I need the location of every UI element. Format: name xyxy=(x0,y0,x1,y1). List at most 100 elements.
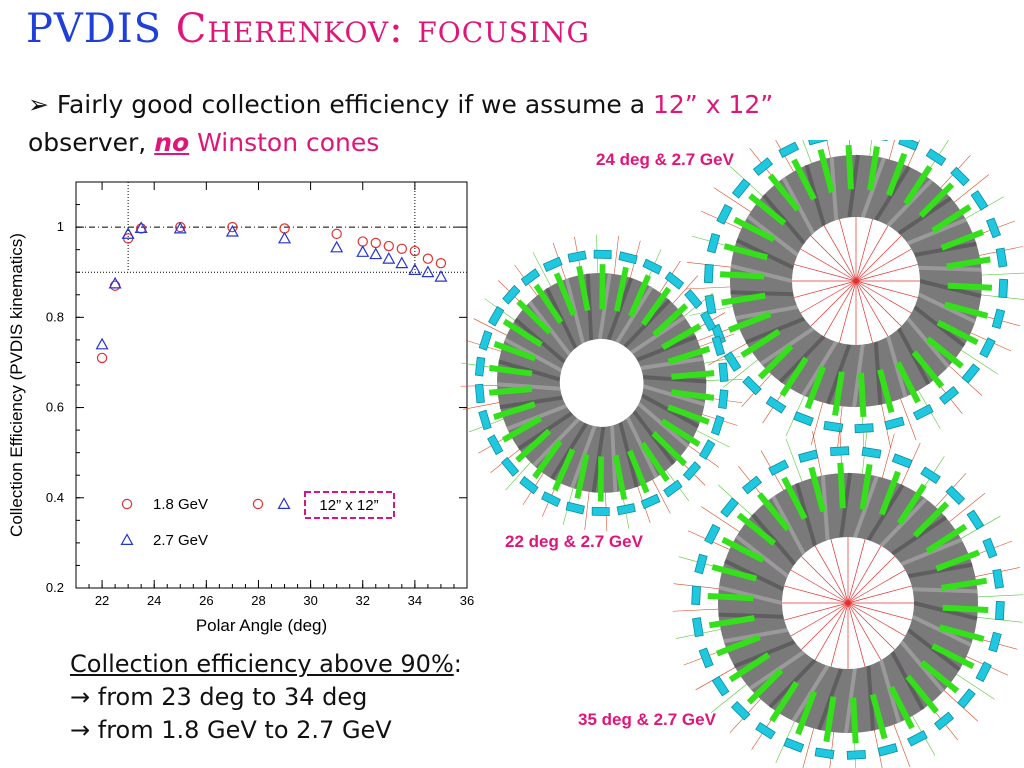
pmt xyxy=(854,423,874,434)
label-35deg: 35 deg & 2.7 GeV xyxy=(578,710,716,729)
track-line xyxy=(868,140,872,163)
legend-note-box xyxy=(304,491,395,519)
light-cone xyxy=(769,680,800,723)
radial-track xyxy=(839,280,857,343)
legend-marker-1 xyxy=(121,498,133,510)
pmt xyxy=(783,737,805,753)
radial-track xyxy=(855,280,918,298)
bullet-no: no xyxy=(154,128,190,157)
x-tick-label: 34 xyxy=(408,593,422,608)
pmt xyxy=(616,503,636,516)
pmt xyxy=(591,506,610,517)
light-cone xyxy=(885,152,908,197)
pmt xyxy=(723,351,742,372)
point-0 xyxy=(331,228,342,240)
radial-track xyxy=(847,539,866,604)
light-cone xyxy=(823,696,837,743)
radial-track xyxy=(830,602,849,667)
radial-track xyxy=(790,569,849,604)
point-1 xyxy=(382,251,396,264)
pmt xyxy=(542,256,563,272)
radial-track xyxy=(823,225,857,282)
track-line xyxy=(691,427,730,448)
track-line xyxy=(880,433,895,484)
radial-track xyxy=(800,280,857,314)
pmt xyxy=(979,337,996,358)
light-cone xyxy=(599,264,606,310)
light-cone xyxy=(911,350,945,389)
y-tick-label: 0.2 xyxy=(46,580,64,595)
legend-marker-2 xyxy=(120,533,134,545)
radial-track xyxy=(839,219,857,282)
light-cone xyxy=(613,266,629,312)
light-cone xyxy=(516,299,552,335)
point-1 xyxy=(278,231,292,244)
light-cone xyxy=(502,318,543,348)
pmt xyxy=(846,749,866,760)
pmt xyxy=(823,420,844,433)
slide-title: PVDIS Cherenkov: focusing xyxy=(26,6,590,52)
x-tick-label: 26 xyxy=(199,593,213,608)
light-cone xyxy=(553,272,577,317)
bullet-text-1: Fairly good collection efficiency if we … xyxy=(56,90,646,119)
radial-track xyxy=(855,219,873,282)
track-line xyxy=(473,318,512,338)
light-cone xyxy=(867,146,880,191)
x-tick-label: 36 xyxy=(460,593,474,608)
pmt xyxy=(520,268,541,287)
light-cone xyxy=(925,523,968,554)
pmt xyxy=(519,476,539,495)
bullet-text-2: observer, xyxy=(28,128,147,157)
pmt xyxy=(830,446,850,457)
light-cone xyxy=(940,229,985,251)
x-axis-label: Polar Angle (deg) xyxy=(196,616,327,635)
light-cone xyxy=(903,165,933,206)
y-tick-label: 0.4 xyxy=(46,490,64,505)
radial-track xyxy=(855,280,912,314)
light-cone xyxy=(791,158,817,201)
track-line xyxy=(649,474,671,514)
point-1 xyxy=(369,247,383,260)
ring-views xyxy=(460,140,1024,768)
track-line xyxy=(505,458,535,491)
light-cone xyxy=(942,604,989,614)
pmt xyxy=(768,459,790,476)
pmt xyxy=(718,362,729,382)
light-cone xyxy=(877,368,895,414)
light-cone xyxy=(947,282,993,291)
title-pvdis: PVDIS xyxy=(26,6,163,52)
pmt xyxy=(711,675,730,697)
point-1 xyxy=(173,221,187,234)
track-line xyxy=(701,506,745,536)
point-0 xyxy=(409,245,421,257)
pmt xyxy=(920,466,941,485)
light-cone xyxy=(817,148,835,194)
pmt xyxy=(704,523,721,545)
legend-note: 12” x 12” xyxy=(319,497,378,514)
point-1 xyxy=(356,245,370,257)
track-line xyxy=(975,272,1024,276)
pmt xyxy=(868,140,889,142)
light-cone xyxy=(652,303,689,338)
light-cone xyxy=(719,271,765,280)
pmt xyxy=(970,190,989,211)
ring-24deg xyxy=(686,140,1024,451)
light-cone xyxy=(931,643,975,670)
pmt xyxy=(957,688,976,709)
pmt xyxy=(988,631,1002,653)
label-24deg: 24 deg & 2.7 GeV xyxy=(596,150,734,169)
pmt xyxy=(474,383,485,404)
light-cone xyxy=(715,634,761,657)
light-cone xyxy=(905,674,939,714)
track-line xyxy=(891,718,911,768)
track-line xyxy=(785,438,805,488)
pmt xyxy=(982,537,998,559)
point-0 xyxy=(422,253,434,264)
pmt xyxy=(720,497,739,518)
pmt xyxy=(742,375,762,396)
pmt xyxy=(711,335,726,357)
pmt xyxy=(925,148,947,166)
light-cone xyxy=(723,243,768,261)
light-cone xyxy=(493,340,537,362)
light-cone xyxy=(832,371,845,416)
